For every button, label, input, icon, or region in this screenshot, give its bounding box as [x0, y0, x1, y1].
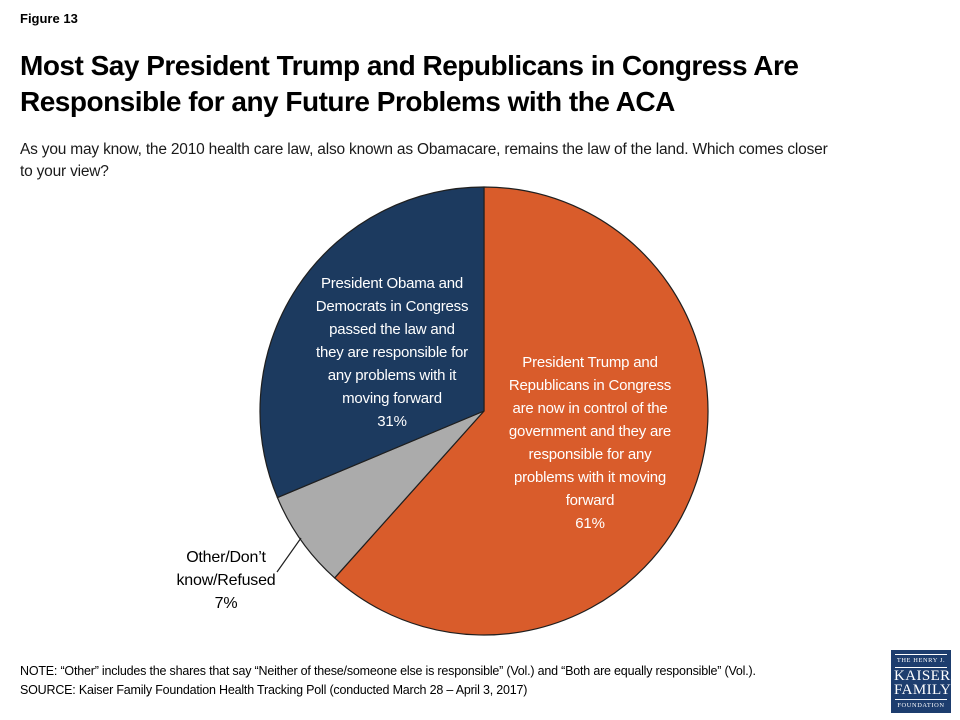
pie-label-trump-republicans: President Trump and Republicans in Congr… — [508, 354, 672, 532]
other-slice-leader-line — [276, 537, 302, 573]
figure-label: Figure 13 — [20, 11, 78, 26]
note-source-text: NOTE: “Other” includes the shares that s… — [20, 664, 756, 697]
kff-foundation-logo: THE HENRY J. KAISER FAMILY FOUNDATION — [891, 650, 951, 713]
logo-foundation: FOUNDATION — [897, 701, 945, 709]
logo-rule-top — [895, 653, 947, 655]
logo-family: FAMILY — [894, 682, 952, 698]
logo-kaiser: KAISER — [894, 667, 951, 684]
pie-slice-trump — [334, 186, 709, 636]
logo-rule-bottom — [895, 698, 947, 700]
logo-rule-middle — [895, 666, 947, 668]
pie-label-obama-democrats: President Obama and Democrats in Congres… — [315, 275, 469, 430]
pie-label-other-dont-know-refused: Other/Don’t know/Refused 7% — [176, 549, 276, 612]
pie-slice-obama — [259, 186, 485, 499]
survey-question-subtitle: As you may know, the 2010 health care la… — [20, 141, 828, 180]
page-title: Most Say President Trump and Republicans… — [20, 50, 799, 117]
logo-the-henry-j: THE HENRY J. — [896, 656, 946, 664]
pie-slices — [259, 186, 709, 636]
